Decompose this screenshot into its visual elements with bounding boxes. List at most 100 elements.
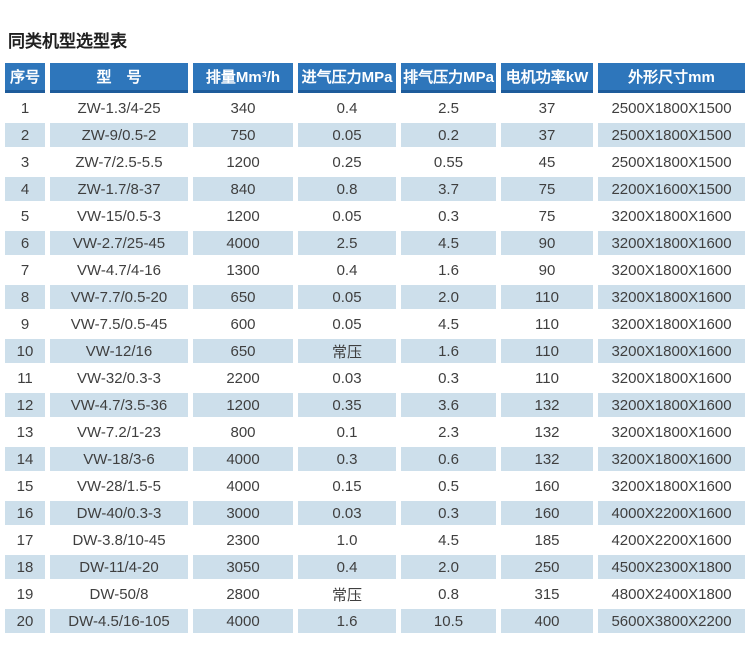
cell-index: 8 xyxy=(5,285,45,309)
cell-disp: 600 xyxy=(193,312,293,336)
cell-disp: 750 xyxy=(193,123,293,147)
cell-intake: 0.4 xyxy=(298,555,396,579)
cell-exhaust: 2.0 xyxy=(401,285,496,309)
cell-dims: 3200X1800X1600 xyxy=(598,231,745,255)
cell-power: 45 xyxy=(501,150,593,174)
cell-dims: 3200X1800X1600 xyxy=(598,339,745,363)
table-row: 4 ZW-1.7/8-37 840 0.8 3.7 75 2200X1600X1500 xyxy=(5,177,745,201)
cell-exhaust: 0.8 xyxy=(401,582,496,606)
cell-dims: 3200X1800X1600 xyxy=(598,366,745,390)
table-row: 2 ZW-9/0.5-2 750 0.05 0.2 37 2500X1800X1500 xyxy=(5,123,745,147)
cell-intake: 常压 xyxy=(298,339,396,363)
cell-index: 19 xyxy=(5,582,45,606)
model-selection-table: 序号型 号排量Mm³/h 进气压力MPa 排气压力MPa 电机功率kW 外形尺寸mm 1… xyxy=(0,60,750,636)
cell-model: ZW-7/2.5-5.5 xyxy=(50,150,188,174)
column-header-index: 序号 xyxy=(5,63,45,93)
cell-index: 12 xyxy=(5,393,45,417)
column-header-intake: 进气压力MPa xyxy=(298,63,396,93)
cell-intake: 0.4 xyxy=(298,258,396,282)
cell-model: DW-4.5/16-105 xyxy=(50,609,188,633)
cell-model: DW-50/8 xyxy=(50,582,188,606)
cell-dims: 2200X1600X1500 xyxy=(598,177,745,201)
cell-index: 20 xyxy=(5,609,45,633)
cell-power: 75 xyxy=(501,204,593,228)
cell-power: 90 xyxy=(501,231,593,255)
cell-intake: 0.4 xyxy=(298,96,396,120)
cell-power: 110 xyxy=(501,312,593,336)
table-body: 1 ZW-1.3/4-25 340 0.4 2.5 37 2500X1800X1500 2 ZW… xyxy=(5,96,745,633)
table-row: 6 VW-2.7/25-45 4000 2.5 4.5 90 3200X1800X1600 xyxy=(5,231,745,255)
cell-model: VW-4.7/3.5-36 xyxy=(50,393,188,417)
cell-exhaust: 10.5 xyxy=(401,609,496,633)
cell-exhaust: 0.3 xyxy=(401,204,496,228)
cell-exhaust: 3.7 xyxy=(401,177,496,201)
cell-intake: 0.3 xyxy=(298,447,396,471)
cell-dims: 3200X1800X1600 xyxy=(598,447,745,471)
cell-power: 90 xyxy=(501,258,593,282)
cell-disp: 650 xyxy=(193,339,293,363)
cell-model: ZW-1.7/8-37 xyxy=(50,177,188,201)
cell-index: 10 xyxy=(5,339,45,363)
cell-dims: 4000X2200X1600 xyxy=(598,501,745,525)
cell-dims: 5600X3800X2200 xyxy=(598,609,745,633)
cell-power: 132 xyxy=(501,447,593,471)
cell-disp: 3050 xyxy=(193,555,293,579)
cell-model: ZW-1.3/4-25 xyxy=(50,96,188,120)
cell-index: 15 xyxy=(5,474,45,498)
cell-intake: 0.1 xyxy=(298,420,396,444)
cell-dims: 3200X1800X1600 xyxy=(598,474,745,498)
cell-dims: 2500X1800X1500 xyxy=(598,123,745,147)
cell-disp: 4000 xyxy=(193,609,293,633)
cell-intake: 0.05 xyxy=(298,312,396,336)
cell-model: DW-40/0.3-3 xyxy=(50,501,188,525)
cell-power: 37 xyxy=(501,96,593,120)
cell-disp: 1300 xyxy=(193,258,293,282)
cell-model: VW-32/0.3-3 xyxy=(50,366,188,390)
cell-dims: 3200X1800X1600 xyxy=(598,285,745,309)
cell-exhaust: 2.0 xyxy=(401,555,496,579)
cell-power: 400 xyxy=(501,609,593,633)
cell-dims: 3200X1800X1600 xyxy=(598,420,745,444)
table-header-row: 序号型 号排量Mm³/h 进气压力MPa 排气压力MPa 电机功率kW 外形尺寸mm xyxy=(5,63,745,93)
cell-exhaust: 2.5 xyxy=(401,96,496,120)
cell-disp: 1200 xyxy=(193,393,293,417)
column-header-dims: 外形尺寸mm xyxy=(598,63,745,93)
cell-intake: 0.05 xyxy=(298,285,396,309)
cell-dims: 4200X2200X1600 xyxy=(598,528,745,552)
cell-exhaust: 0.2 xyxy=(401,123,496,147)
cell-model: VW-18/3-6 xyxy=(50,447,188,471)
cell-intake: 0.35 xyxy=(298,393,396,417)
page-title: 同类机型选型表 xyxy=(8,32,127,51)
cell-disp: 4000 xyxy=(193,474,293,498)
cell-power: 250 xyxy=(501,555,593,579)
table-row: 14 VW-18/3-6 4000 0.3 0.6 132 3200X1800X1600 xyxy=(5,447,745,471)
table-row: 10 VW-12/16 650 常压 1.6 110 3200X1800X1600 xyxy=(5,339,745,363)
column-header-model: 型 号 xyxy=(50,63,188,93)
cell-dims: 2500X1800X1500 xyxy=(598,150,745,174)
cell-intake: 0.03 xyxy=(298,366,396,390)
cell-power: 132 xyxy=(501,393,593,417)
cell-disp: 650 xyxy=(193,285,293,309)
cell-power: 110 xyxy=(501,366,593,390)
cell-intake: 常压 xyxy=(298,582,396,606)
cell-disp: 2300 xyxy=(193,528,293,552)
cell-exhaust: 0.55 xyxy=(401,150,496,174)
cell-index: 17 xyxy=(5,528,45,552)
cell-dims: 4800X2400X1800 xyxy=(598,582,745,606)
cell-exhaust: 0.5 xyxy=(401,474,496,498)
table-row: 5 VW-15/0.5-3 1200 0.05 0.3 75 3200X1800X1600 xyxy=(5,204,745,228)
cell-index: 16 xyxy=(5,501,45,525)
table-row: 19 DW-50/8 2800 常压 0.8 315 4800X2400X1800 xyxy=(5,582,745,606)
cell-power: 132 xyxy=(501,420,593,444)
table-row: 17 DW-3.8/10-45 2300 1.0 4.5 185 4200X2200X160… xyxy=(5,528,745,552)
table-row: 11 VW-32/0.3-3 2200 0.03 0.3 110 3200X1800X160… xyxy=(5,366,745,390)
cell-index: 9 xyxy=(5,312,45,336)
cell-power: 110 xyxy=(501,339,593,363)
cell-power: 37 xyxy=(501,123,593,147)
cell-index: 13 xyxy=(5,420,45,444)
cell-dims: 4500X2300X1800 xyxy=(598,555,745,579)
cell-exhaust: 2.3 xyxy=(401,420,496,444)
cell-disp: 2800 xyxy=(193,582,293,606)
cell-model: VW-12/16 xyxy=(50,339,188,363)
